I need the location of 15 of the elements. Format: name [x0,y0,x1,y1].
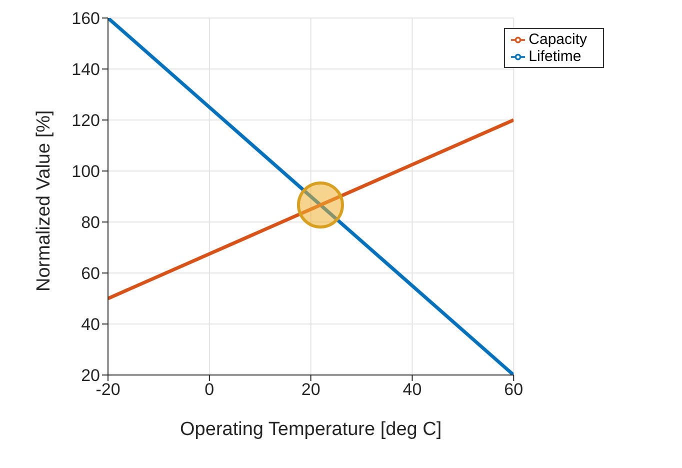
y-tick-label: 60 [81,264,100,284]
legend-label: Capacity [528,31,587,48]
y-tick-label: 140 [72,60,100,80]
y-tick-label: 100 [72,162,100,182]
y-tick-label: 40 [81,315,100,334]
x-tick-label: 20 [301,380,320,400]
x-tick-label: 0 [204,380,214,400]
y-tick-label: 80 [81,213,100,232]
y-axis-title: Normalized Value [%] [34,110,55,292]
y-tick-label: 120 [72,111,100,130]
x-tick-label: 40 [402,380,422,400]
y-tick-label: 160 [72,9,100,28]
legend-label: Lifetime [528,48,582,65]
x-axis-title: Operating Temperature [deg C] [180,419,442,440]
x-tick-label: 60 [504,380,524,400]
